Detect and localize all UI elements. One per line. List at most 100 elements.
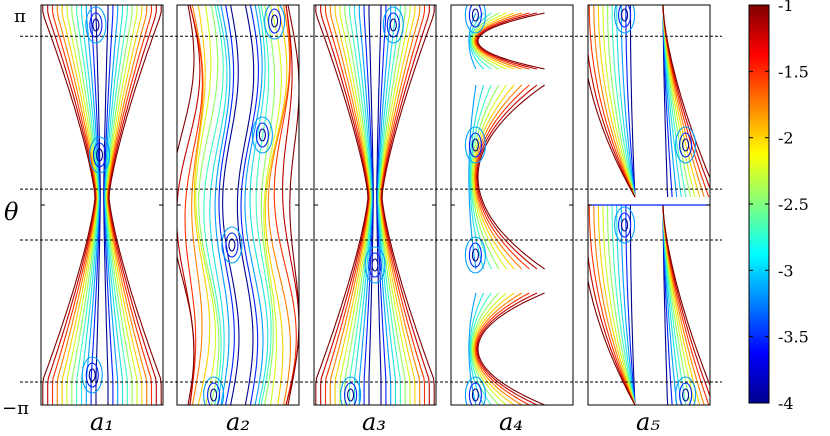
minimum-inner: [621, 218, 629, 232]
contour-line: [629, 205, 636, 405]
panel-1-contours: [42, 5, 162, 405]
contour-line: [193, 5, 211, 405]
contour-line: [222, 5, 240, 405]
y-axis: π −π θ: [2, 6, 29, 419]
y-axis-label: θ: [4, 198, 19, 226]
minimum-mid: [225, 232, 239, 258]
contour-line: [90, 5, 101, 405]
minimum-outer: [464, 5, 486, 34]
contour-line: [329, 5, 370, 405]
contour-line: [66, 5, 98, 405]
colorbar-tick-label: -1.5: [778, 62, 809, 81]
contour-line: [214, 5, 231, 405]
panel-4: [450, 4, 574, 406]
contour-line: [209, 5, 228, 405]
contour-line: [105, 5, 128, 405]
contour-line: [474, 292, 523, 405]
minimum-inner: [471, 388, 479, 402]
minimum-mid: [268, 8, 282, 34]
contour-line: [588, 50, 636, 198]
minimum-mid: [344, 382, 358, 405]
contour-line: [477, 84, 545, 270]
minimum-inner: [228, 238, 236, 252]
colorbar-tick-label: -2.5: [778, 195, 809, 214]
y-tick-bottom: −π: [2, 398, 29, 419]
minimum-mid: [618, 5, 632, 28]
panel-label-a1: a₁: [90, 408, 114, 436]
minimum-mid: [255, 122, 269, 148]
contour-line: [477, 12, 545, 70]
contour-line: [588, 75, 636, 198]
contour-line: [380, 5, 421, 405]
contour-line: [376, 5, 387, 405]
contour-line: [602, 205, 636, 405]
contour-line: [195, 5, 217, 405]
contour-line: [363, 5, 374, 405]
panel-label-a4: a₄: [499, 408, 523, 436]
contour-line: [471, 84, 500, 270]
contour-line: [103, 5, 114, 405]
y-tick-top: π: [14, 6, 26, 27]
minimum-mid: [618, 212, 632, 238]
minimum-mid: [368, 252, 382, 278]
contour-line: [606, 5, 636, 198]
contour-line: [108, 5, 162, 405]
contour-line: [475, 84, 530, 270]
minimum-mid: [386, 12, 400, 38]
contour-line: [353, 5, 373, 405]
minimum-mid: [468, 5, 482, 28]
panel-3-contours: [315, 5, 435, 405]
contour-line: [597, 205, 636, 405]
minimum-inner: [682, 388, 690, 402]
dashed-reference-lines: [20, 35, 722, 383]
contour-line: [177, 5, 195, 405]
contour-line: [468, 292, 477, 405]
minimum-outer: [364, 246, 386, 284]
contour-line: [662, 204, 710, 387]
contour-line: [625, 205, 636, 405]
minimum-mid: [93, 142, 107, 168]
panel-labels: a₁ a₂ a₃ a₄ a₅: [90, 408, 660, 436]
contour-line: [476, 84, 538, 270]
contour-line: [662, 5, 710, 180]
contour-line: [236, 5, 255, 405]
minimum-mid: [89, 12, 103, 38]
contour-line: [476, 292, 538, 405]
contour-line: [315, 5, 369, 405]
contour-line: [381, 5, 435, 405]
contour-line: [620, 205, 636, 405]
panel-label-a5: a₅: [636, 408, 660, 436]
contour-line: [244, 5, 264, 405]
panel-2: [176, 4, 300, 406]
contour-line: [267, 5, 291, 405]
contour-line: [76, 5, 99, 405]
minimum-outer: [221, 226, 243, 264]
panel-5-contours: [588, 5, 710, 405]
minimum-outer: [85, 6, 107, 44]
minimum-inner: [621, 8, 629, 22]
contour-line: [611, 5, 636, 198]
colorbar-tick-label: -3: [778, 261, 794, 280]
contour-line: [597, 5, 636, 198]
contour-line: [473, 12, 515, 70]
contour-line: [381, 5, 430, 405]
minimum-mid: [679, 382, 693, 405]
contour-line: [104, 5, 124, 405]
minimum-inner: [471, 138, 479, 152]
minimum-outer: [614, 206, 636, 244]
minimum-outer: [464, 376, 486, 405]
contour-line: [468, 12, 477, 70]
minimum-inner: [471, 248, 479, 262]
contour-line: [378, 5, 401, 405]
contour-line: [240, 5, 259, 405]
panel-4-contours: [464, 5, 545, 405]
contour-line: [472, 292, 507, 405]
minimum-mid: [679, 132, 693, 158]
contour-line: [474, 84, 523, 270]
colorbar-ticks: -1 -1.5 -2 -2.5 -3 -3.5 -4: [749, 0, 809, 413]
contour-line: [218, 5, 235, 405]
contour-line: [106, 5, 138, 405]
contour-line: [588, 278, 636, 405]
minimum-outer: [340, 376, 362, 405]
minimum-outer: [464, 126, 486, 164]
